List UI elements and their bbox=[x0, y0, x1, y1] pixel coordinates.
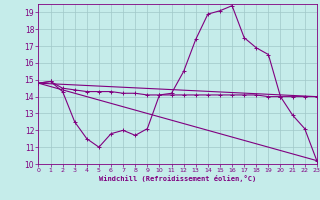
X-axis label: Windchill (Refroidissement éolien,°C): Windchill (Refroidissement éolien,°C) bbox=[99, 175, 256, 182]
